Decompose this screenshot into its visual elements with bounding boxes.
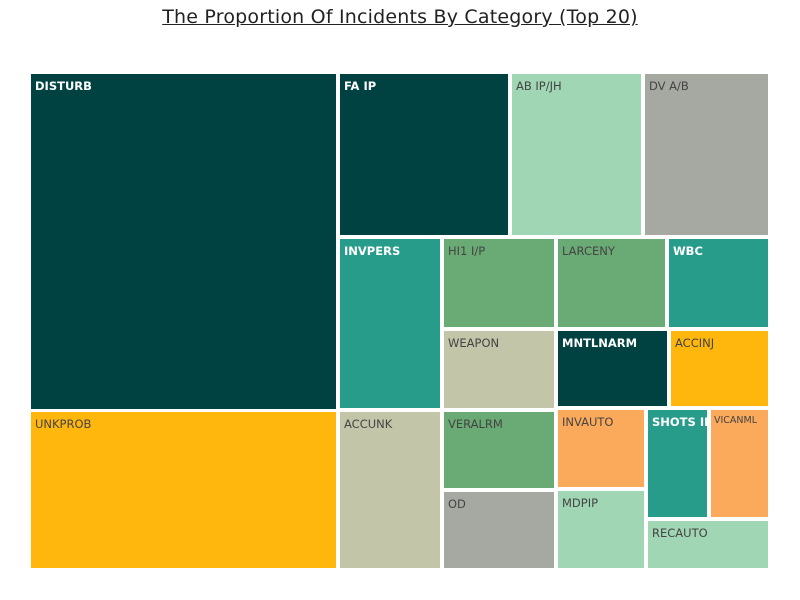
treemap-tile-label: SHOTS IP (652, 415, 713, 429)
treemap-tile[interactable]: DV A/B (645, 74, 768, 235)
treemap-tile-label: WBC (673, 244, 703, 258)
treemap-tile[interactable]: MDPIP (558, 491, 644, 568)
treemap-tile[interactable]: VICANML (711, 410, 768, 517)
treemap-tile[interactable]: RECAUTO (648, 521, 768, 568)
treemap-tile-label: DV A/B (649, 79, 689, 93)
treemap-tile[interactable]: DISTURB (31, 74, 336, 409)
treemap-tile-label: AB IP/JH (516, 79, 562, 93)
treemap-tile-label: WEAPON (448, 336, 500, 350)
treemap-tile-label: HI1 I/P (448, 244, 486, 258)
treemap-tile[interactable]: LARCENY (558, 239, 665, 327)
treemap-tile[interactable]: ACCINJ (671, 331, 768, 406)
treemap-tile-label: DISTURB (35, 79, 92, 93)
treemap-tile-label: FA IP (344, 79, 377, 93)
treemap-tile[interactable]: WEAPON (444, 331, 554, 408)
treemap-tile-label: LARCENY (562, 244, 615, 258)
treemap-tile[interactable]: WBC (669, 239, 768, 327)
treemap-tile[interactable]: HI1 I/P (444, 239, 554, 327)
treemap-tile[interactable]: AB IP/JH (512, 74, 641, 235)
treemap-tile-label: INVAUTO (562, 415, 614, 429)
treemap-tile[interactable]: ACCUNK (340, 412, 440, 568)
treemap-tile[interactable]: INVPERS (340, 239, 440, 408)
treemap-tile-label: RECAUTO (652, 526, 708, 540)
treemap-tile[interactable]: SHOTS IP (648, 410, 713, 517)
treemap-tile-label: ACCUNK (344, 417, 393, 431)
treemap-tile[interactable]: INVAUTO (558, 410, 644, 487)
treemap-tile-label: INVPERS (344, 244, 401, 258)
treemap-tile-label: VICANML (714, 415, 758, 426)
treemap-tile[interactable]: UNKPROB (31, 412, 336, 568)
treemap-tile-label: VERALRM (448, 417, 503, 431)
treemap-tile-label: OD (448, 497, 466, 511)
chart-title: The Proportion Of Incidents By Category … (162, 6, 638, 28)
treemap-tile-label: MNTLNARM (562, 336, 638, 350)
treemap-tile[interactable]: OD (444, 492, 554, 568)
treemap-tile[interactable]: FA IP (340, 74, 508, 235)
treemap-tile-label: MDPIP (562, 496, 599, 510)
treemap-tile-label: UNKPROB (35, 417, 92, 431)
treemap-tile[interactable]: VERALRM (444, 412, 554, 488)
treemap-tile[interactable]: MNTLNARM (558, 331, 667, 406)
treemap-tile-label: ACCINJ (675, 336, 715, 350)
